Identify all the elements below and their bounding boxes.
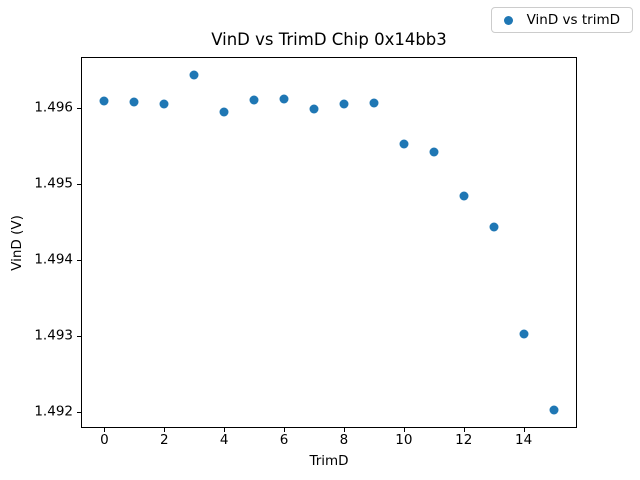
y-tick-label: 1.494 — [34, 251, 73, 268]
scatter-point — [369, 98, 379, 108]
x-tick-label: 14 — [515, 432, 533, 448]
scatter-point — [519, 329, 529, 339]
chart-title: VinD vs TrimD Chip 0x14bb3 — [211, 30, 447, 49]
scatter-point — [159, 99, 169, 109]
x-tick-label: 10 — [395, 432, 413, 448]
scatter-point — [489, 222, 499, 232]
x-tick — [523, 428, 525, 432]
scatter-point — [189, 70, 199, 80]
y-tick — [77, 184, 81, 186]
legend: VinD vs trimD — [490, 7, 633, 33]
y-tick-label: 1.496 — [34, 99, 73, 116]
x-tick — [104, 428, 106, 432]
y-tick — [77, 411, 81, 413]
y-axis-label: VinD (V) — [9, 215, 25, 271]
x-tick-label: 6 — [279, 432, 289, 448]
y-tick — [77, 108, 81, 110]
x-tick-label: 4 — [219, 432, 229, 448]
legend-marker-dot — [503, 15, 513, 25]
scatter-point — [99, 96, 109, 106]
scatter-point — [459, 191, 469, 201]
scatter-point — [549, 405, 559, 415]
scatter-point — [399, 139, 409, 149]
y-tick-label: 1.493 — [34, 327, 73, 344]
x-tick-label: 8 — [339, 432, 349, 448]
y-tick-label: 1.492 — [34, 403, 73, 420]
scatter-point — [429, 147, 439, 157]
x-tick — [403, 428, 405, 432]
y-tick-label: 1.495 — [34, 175, 73, 192]
legend-label: VinD vs trimD — [526, 12, 620, 28]
y-tick — [77, 335, 81, 337]
scatter-point — [309, 104, 319, 114]
scatter-point — [219, 107, 229, 117]
plot-area — [81, 57, 577, 428]
x-tick-label: 2 — [160, 432, 169, 448]
scatter-point — [249, 95, 259, 105]
x-tick — [164, 428, 166, 432]
x-tick — [224, 428, 226, 432]
x-tick — [284, 428, 286, 432]
scatter-point — [129, 97, 139, 107]
scatter-point — [339, 99, 349, 109]
scatter-point — [279, 94, 289, 104]
x-axis-label: TrimD — [309, 453, 349, 469]
x-tick — [343, 428, 345, 432]
y-tick — [77, 259, 81, 261]
x-tick — [463, 428, 465, 432]
x-tick-label: 12 — [455, 432, 473, 448]
x-tick-label: 0 — [100, 432, 109, 448]
